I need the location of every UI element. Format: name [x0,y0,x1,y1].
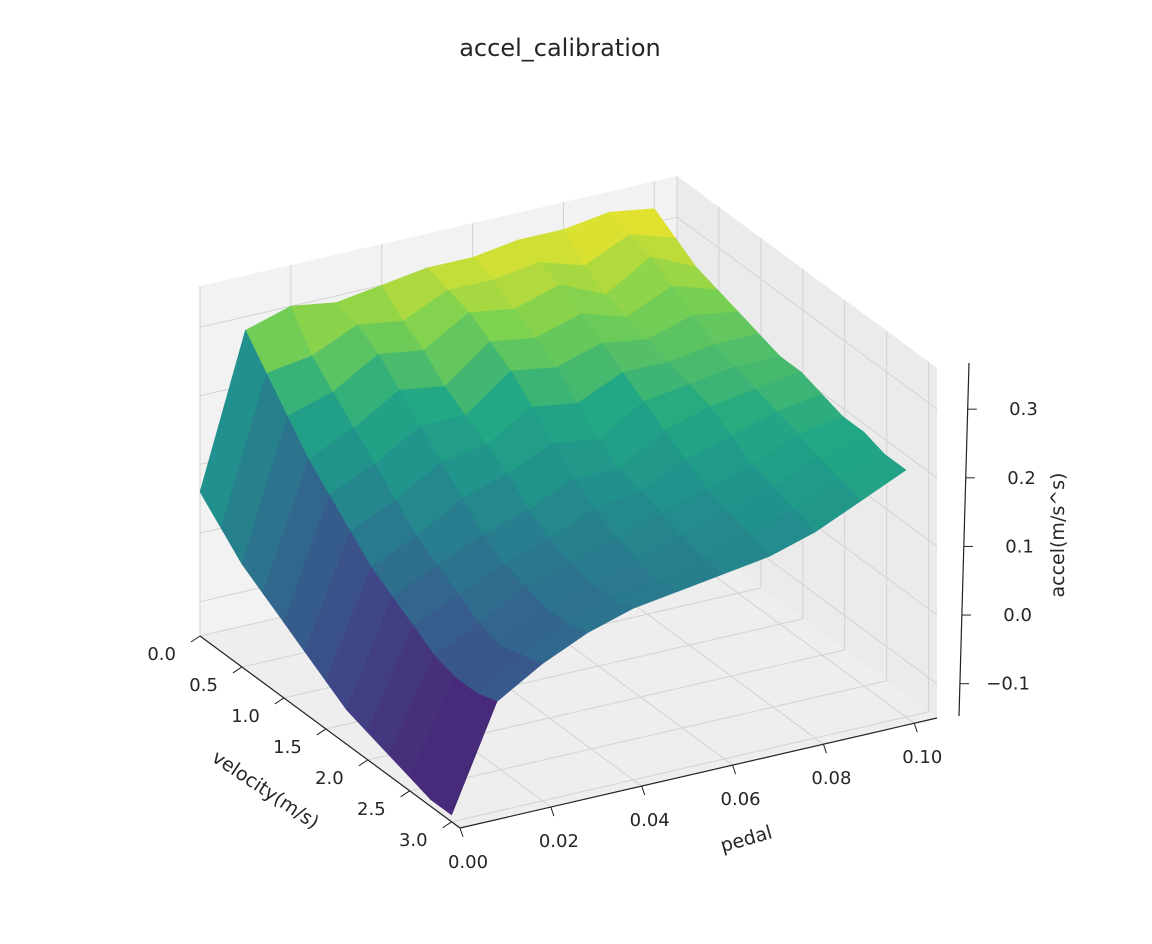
velocity-tick [190,635,201,643]
velocity-tick-label: 2.0 [315,768,344,789]
gridline-velocity [451,361,930,823]
pedal-tick [913,723,918,733]
velocity-tick [316,728,327,736]
pedal-tick [641,785,646,796]
accel-tick-label: 0.1 [1005,536,1034,557]
velocity-tick-label: 0.0 [147,644,176,665]
velocity-tick [400,790,410,798]
pedal-tick-label: 0.06 [721,789,761,810]
velocity-tick-label: 1.0 [231,706,260,727]
velocity-tick [358,759,369,767]
velocity-axis-line [199,635,461,829]
velocity-tick-label: 1.5 [273,737,302,758]
velocity-tick [442,821,452,829]
x-axis-label: velocity(m/s) [208,746,323,834]
gridline-velocity [409,330,888,792]
pedal-tick-label: 0.10 [902,747,942,768]
tick-labels: 0.0 0.5 1.0 1.5 2.0 2.5 3.0 0.00 0.02 0.04 0.06 0.0… [147,399,1037,873]
pedal-tick [459,827,464,838]
velocity-tick-label: 0.5 [189,675,218,696]
axis-lines [199,362,970,829]
gridline-accel [199,216,938,410]
gridline-velocity [367,299,846,761]
velocity-tick-label: 2.5 [357,799,386,820]
velocity-tick [274,697,285,705]
accel-axis-line [958,362,970,717]
pedal-tick-label: 0.00 [448,852,488,873]
pedal-tick [822,744,827,754]
pedal-tick [550,806,555,817]
y-axis-label: pedal [718,821,775,857]
accel-tick-label: 0.2 [1007,468,1036,489]
accel-tick-label: 0.0 [1003,605,1032,626]
accel-tick-label: −0.1 [986,674,1030,695]
pedal-axis-line [459,717,938,829]
surface-plot [199,208,907,816]
pedal-tick-label: 0.04 [630,810,670,831]
surface-patch [430,692,498,816]
pedal-tick-label: 0.02 [539,831,579,852]
pedal-tick-label: 0.08 [811,768,851,789]
velocity-tick [232,666,243,674]
pedal-tick [732,764,737,775]
chart-title: accel_calibration [459,34,661,62]
z-axis-label: accel(m/s^s) [1047,473,1069,598]
velocity-tick-label: 3.0 [399,830,428,851]
accel-tick-label: 0.3 [1009,399,1038,420]
